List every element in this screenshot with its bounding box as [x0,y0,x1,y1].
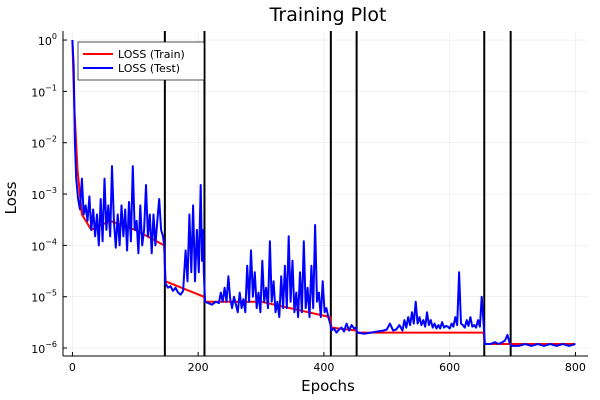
legend-label-1: LOSS (Test) [118,62,180,75]
series-line-1 [71,39,576,347]
y-tick-label-2: 10−2 [31,135,57,151]
legend: LOSS (Train)LOSS (Test) [77,41,205,81]
x-tick-label-0: 0 [69,361,76,374]
x-tick-label-4: 800 [565,361,586,374]
x-tick-label-3: 600 [439,361,460,374]
axes [62,31,588,357]
x-tick-label-2: 400 [313,361,334,374]
y-tick-label-3: 10−3 [31,186,57,202]
y-tick-label-0: 100 [38,32,57,48]
y-tick-label-1: 10−1 [31,83,57,99]
tick-labels: 0 200 400 600 800 100 10−1 10−2 10−3 10−4 10−5 10−6 [31,32,586,374]
x-axis-label: Epochs [301,377,355,395]
x-tick-label-1: 200 [188,361,209,374]
y-axis-label: Loss [2,181,20,214]
legend-label-0: LOSS (Train) [118,48,185,61]
y-tick-label-6: 10−6 [31,340,57,356]
y-tick-label-4: 10−4 [31,237,57,253]
series-lines [71,39,576,347]
y-tick-label-5: 10−5 [31,289,57,305]
chart-title: Training Plot [269,4,387,26]
grid [63,31,588,356]
legend-box [77,41,205,81]
